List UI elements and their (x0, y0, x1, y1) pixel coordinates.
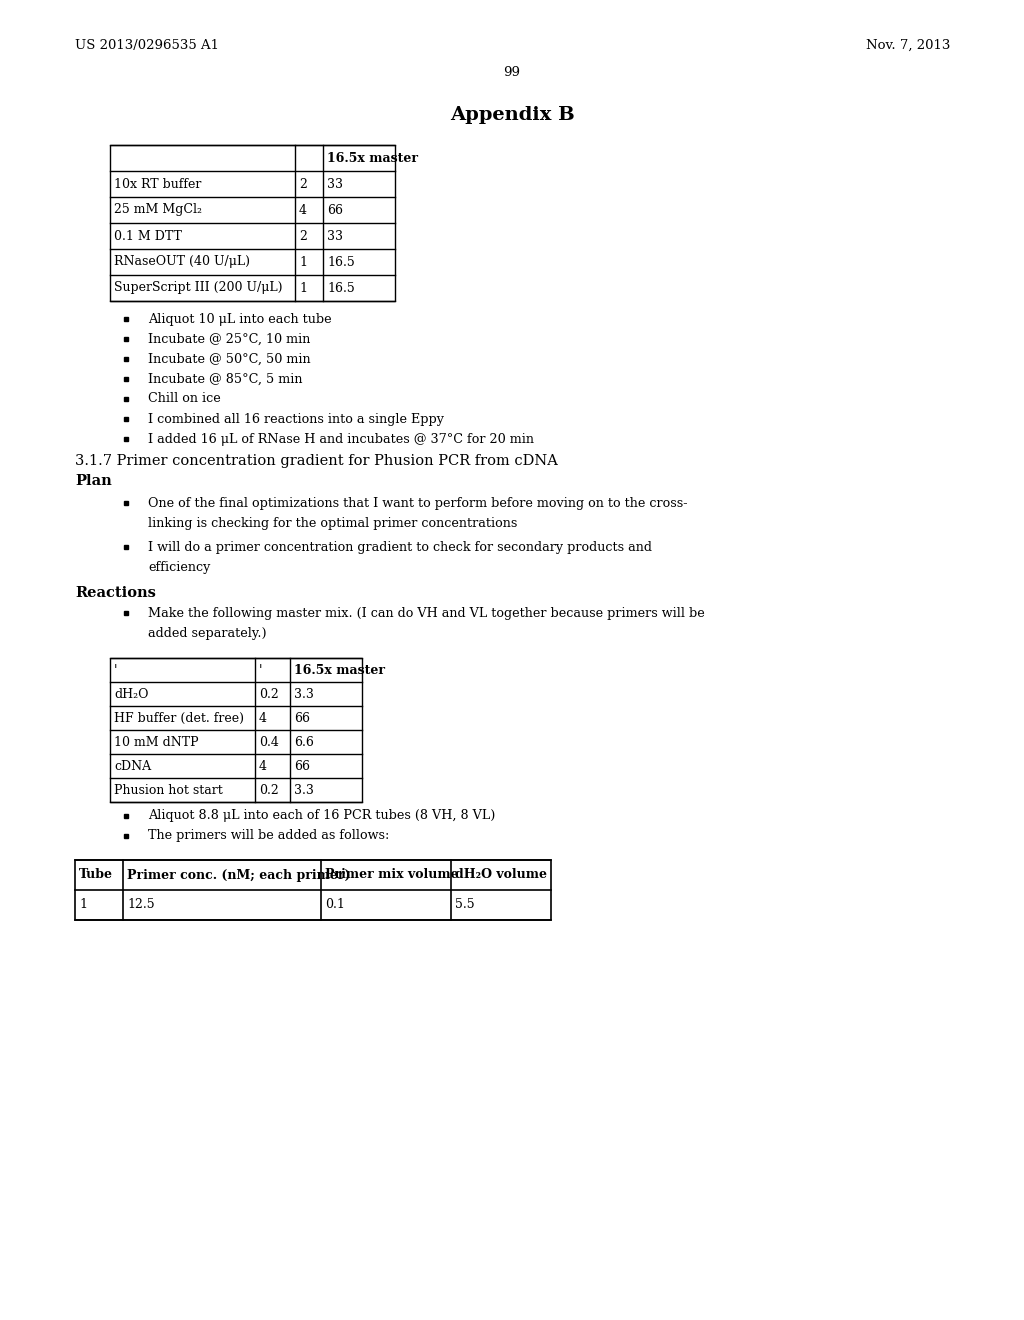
Text: 99: 99 (504, 66, 520, 78)
Text: 3.1.7 Primer concentration gradient for Phusion PCR from cDNA: 3.1.7 Primer concentration gradient for … (75, 454, 558, 469)
Text: Chill on ice: Chill on ice (148, 392, 221, 405)
Text: 3.3: 3.3 (294, 688, 314, 701)
Text: SuperScript III (200 U/μL): SuperScript III (200 U/μL) (114, 281, 283, 294)
Text: 16.5x master: 16.5x master (294, 664, 385, 676)
Text: 1: 1 (299, 256, 307, 268)
Text: 0.2: 0.2 (259, 688, 279, 701)
Text: 4: 4 (259, 759, 267, 772)
Text: I combined all 16 reactions into a single Eppy: I combined all 16 reactions into a singl… (148, 412, 444, 425)
Text: 2: 2 (299, 177, 307, 190)
Text: cDNA: cDNA (114, 759, 152, 772)
Text: 4: 4 (299, 203, 307, 216)
Text: 4: 4 (259, 711, 267, 725)
Text: Reactions: Reactions (75, 586, 156, 601)
Text: ': ' (259, 664, 262, 676)
Text: 66: 66 (327, 203, 343, 216)
Text: 16.5: 16.5 (327, 256, 354, 268)
Text: I added 16 μL of RNase H and incubates @ 37°C for 20 min: I added 16 μL of RNase H and incubates @… (148, 433, 534, 446)
Text: US 2013/0296535 A1: US 2013/0296535 A1 (75, 38, 219, 51)
Text: 33: 33 (327, 177, 343, 190)
Text: dH₂O volume: dH₂O volume (455, 869, 547, 882)
Text: Primer conc. (nM; each primer): Primer conc. (nM; each primer) (127, 869, 350, 882)
Bar (110, 145, 395, 301)
Text: I will do a primer concentration gradient to check for secondary products and: I will do a primer concentration gradien… (148, 540, 652, 553)
Text: 25 mM MgCl₂: 25 mM MgCl₂ (114, 203, 202, 216)
Text: added separately.): added separately.) (148, 627, 266, 639)
Text: Aliquot 10 μL into each tube: Aliquot 10 μL into each tube (148, 313, 332, 326)
Text: 0.1: 0.1 (325, 899, 345, 912)
Text: 16.5x master: 16.5x master (327, 152, 418, 165)
Text: 1: 1 (79, 899, 87, 912)
Text: 66: 66 (294, 759, 310, 772)
Text: 10 mM dNTP: 10 mM dNTP (114, 735, 199, 748)
Text: Nov. 7, 2013: Nov. 7, 2013 (865, 38, 950, 51)
Text: Tube: Tube (79, 869, 113, 882)
Text: efficiency: efficiency (148, 561, 210, 573)
Text: 6.6: 6.6 (294, 735, 314, 748)
Text: 33: 33 (327, 230, 343, 243)
Text: 1: 1 (299, 281, 307, 294)
Text: Aliquot 8.8 μL into each of 16 PCR tubes (8 VH, 8 VL): Aliquot 8.8 μL into each of 16 PCR tubes… (148, 809, 496, 822)
Text: Incubate @ 85°C, 5 min: Incubate @ 85°C, 5 min (148, 372, 302, 385)
Text: Plan: Plan (75, 474, 112, 488)
Text: Incubate @ 25°C, 10 min: Incubate @ 25°C, 10 min (148, 333, 310, 346)
Bar (75, 861, 551, 920)
Text: 0.1 M DTT: 0.1 M DTT (114, 230, 182, 243)
Text: 12.5: 12.5 (127, 899, 155, 912)
Text: 10x RT buffer: 10x RT buffer (114, 177, 202, 190)
Text: Phusion hot start: Phusion hot start (114, 784, 223, 796)
Text: ': ' (114, 664, 118, 676)
Text: Appendix B: Appendix B (450, 106, 574, 124)
Text: HF buffer (det. free): HF buffer (det. free) (114, 711, 244, 725)
Text: Make the following master mix. (I can do VH and VL together because primers will: Make the following master mix. (I can do… (148, 606, 705, 619)
Text: 0.2: 0.2 (259, 784, 279, 796)
Text: 5.5: 5.5 (455, 899, 475, 912)
Bar (110, 657, 362, 803)
Text: RNaseOUT (40 U/μL): RNaseOUT (40 U/μL) (114, 256, 250, 268)
Text: 2: 2 (299, 230, 307, 243)
Text: 0.4: 0.4 (259, 735, 279, 748)
Text: 3.3: 3.3 (294, 784, 314, 796)
Text: 16.5: 16.5 (327, 281, 354, 294)
Text: One of the final optimizations that I want to perform before moving on to the cr: One of the final optimizations that I wa… (148, 496, 687, 510)
Text: 66: 66 (294, 711, 310, 725)
Text: Incubate @ 50°C, 50 min: Incubate @ 50°C, 50 min (148, 352, 310, 366)
Text: The primers will be added as follows:: The primers will be added as follows: (148, 829, 389, 842)
Text: dH₂O: dH₂O (114, 688, 148, 701)
Text: Primer mix volume: Primer mix volume (325, 869, 459, 882)
Text: linking is checking for the optimal primer concentrations: linking is checking for the optimal prim… (148, 516, 517, 529)
